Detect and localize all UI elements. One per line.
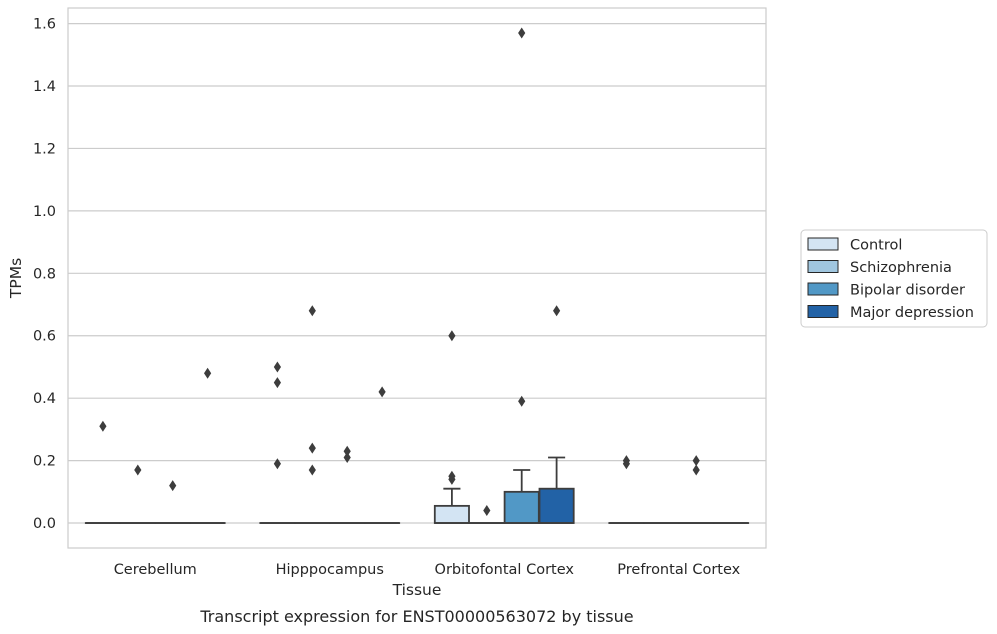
gridlines — [68, 23, 766, 524]
legend-swatch — [807, 305, 839, 318]
legend: Control Schizophrenia Bipolar disorder Majo… — [800, 229, 988, 328]
y-tick-label: 0.6 — [33, 329, 56, 345]
outlier-point — [273, 377, 281, 389]
outlier-point — [308, 442, 316, 454]
outlier-point — [343, 445, 351, 457]
plot-area-background — [68, 8, 766, 548]
y-tick-label: 1.6 — [33, 17, 56, 33]
box-body — [538, 487, 575, 524]
box-major-depression — [538, 305, 575, 524]
outlier-point — [483, 505, 491, 517]
outlier-point — [448, 330, 456, 342]
legend-entry: Control — [850, 238, 902, 254]
box-bipolar-disorder — [329, 445, 366, 524]
chart-caption: Transcript expression for ENST0000056307… — [199, 607, 633, 626]
outlier-point — [134, 464, 142, 476]
outlier-point — [99, 420, 107, 432]
y-tick-label: 1.4 — [33, 79, 56, 95]
x-tick-label: Orbitofontal Cortex — [435, 562, 575, 578]
box-control — [433, 330, 470, 524]
outlier-point — [308, 464, 316, 476]
box-major-depression — [189, 367, 226, 524]
box-control — [259, 361, 296, 524]
outlier-point — [518, 395, 526, 407]
outlier-point — [169, 480, 177, 492]
y-tick-label: 0.8 — [33, 266, 56, 282]
outlier-point — [518, 27, 526, 39]
outlier-point — [692, 464, 700, 476]
outlier-point — [553, 305, 561, 317]
y-tick-label: 0.2 — [33, 454, 56, 470]
outlier-point — [343, 451, 351, 463]
x-tick-label: Hipppocampus — [276, 562, 384, 578]
outlier-point — [448, 470, 456, 482]
legend-entry: Major depression — [850, 305, 974, 321]
legend-frame — [800, 229, 988, 328]
box-body — [433, 504, 470, 524]
x-axis-ticks: Cerebellum Hipppocampus Orbitofontal Corte… — [114, 562, 741, 578]
plot-frame — [67, 7, 767, 549]
x-tick-label: Cerebellum — [114, 562, 197, 578]
outlier-point — [308, 305, 316, 317]
box-marks — [84, 27, 750, 524]
box-bipolar-disorder — [503, 27, 540, 524]
box-schizophrenia — [294, 305, 331, 524]
y-axis-ticks: 0.0 0.2 0.4 0.6 0.8 1.0 1.2 1.4 1.6 — [33, 17, 56, 532]
outlier-point — [378, 386, 386, 398]
box-major-depression — [364, 386, 401, 524]
outlier-point — [273, 458, 281, 470]
y-tick-label: 0.4 — [33, 391, 56, 407]
legend-entry: Schizophrenia — [850, 260, 952, 276]
y-tick-label: 1.0 — [33, 204, 56, 220]
legend-swatch — [807, 260, 839, 273]
y-axis-label: TPMs — [7, 258, 25, 299]
legend-swatch — [807, 237, 839, 251]
x-axis-label: Tissue — [392, 581, 442, 599]
x-tick-label: Prefrontal Cortex — [617, 562, 740, 578]
legend-swatch — [807, 282, 839, 296]
box-body — [503, 490, 540, 524]
y-tick-label: 1.2 — [33, 141, 56, 157]
outlier-point — [622, 455, 630, 467]
legend-entry: Bipolar disorder — [850, 283, 965, 299]
outlier-point — [692, 455, 700, 467]
outlier-point — [204, 367, 212, 379]
y-tick-label: 0.0 — [33, 516, 56, 532]
outlier-point — [273, 361, 281, 373]
